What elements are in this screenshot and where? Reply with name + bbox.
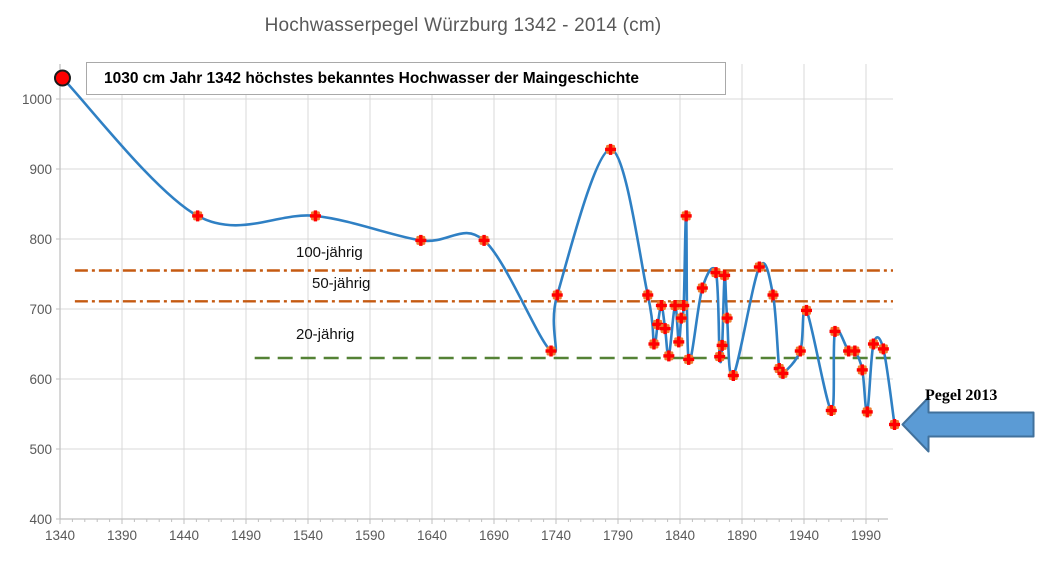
data-line: [61, 76, 896, 426]
data-point-marker-cross: [555, 289, 559, 301]
data-point-marker-cross: [549, 345, 553, 357]
data-point-marker-cross: [682, 300, 686, 311]
y-tick-label: 1000: [22, 92, 52, 107]
data-point-marker-cross: [781, 367, 785, 379]
label-100-jaehrig: 100-jährig: [296, 244, 363, 261]
x-tick-label: 1890: [727, 528, 757, 543]
data-point-marker-cross: [195, 210, 200, 222]
data-point-marker-cross: [881, 343, 886, 355]
data-point-marker-cross: [833, 325, 837, 337]
data-point-marker-cross: [846, 345, 851, 357]
data-point-marker-cross: [673, 300, 677, 311]
data-point-marker-cross: [659, 300, 664, 311]
x-tick-label: 1940: [789, 528, 819, 543]
pegel-2013-label: Pegel 2013: [925, 387, 998, 404]
x-tick-label: 1540: [293, 528, 323, 543]
data-point-marker-cross: [777, 363, 781, 374]
data-point-marker-cross: [798, 345, 802, 357]
pegel-2013-arrow: [901, 396, 1035, 453]
y-tick-label: 600: [29, 372, 52, 387]
data-point-marker-cross: [722, 269, 727, 281]
data-point-marker-cross: [608, 143, 613, 155]
x-tick-label: 1840: [665, 528, 695, 543]
data-point-marker-cross: [871, 338, 876, 350]
data-point-marker-cross: [684, 210, 688, 222]
data-point-marker-cross: [771, 289, 775, 301]
x-tick-label: 1390: [107, 528, 137, 543]
x-tick-label: 1590: [355, 528, 385, 543]
data-point-marker-cross: [731, 370, 736, 381]
data-point-marker-cross: [757, 261, 762, 273]
data-point-marker-cross: [892, 419, 897, 430]
data-point-marker-cross: [482, 234, 486, 246]
y-tick-label: 700: [29, 302, 52, 317]
data-point-marker-cross: [679, 312, 683, 324]
chart-title: Hochwasserpegel Würzburg 1342 - 2014 (cm…: [264, 15, 662, 36]
data-point-marker-cross: [677, 336, 681, 348]
x-tick-label: 1440: [169, 528, 199, 543]
y-tick-label: 800: [29, 232, 52, 247]
data-point-marker-cross: [714, 267, 718, 279]
x-tick-label: 1490: [231, 528, 261, 543]
data-point-marker-cross: [725, 312, 729, 324]
x-tick-label: 1740: [541, 528, 571, 543]
y-tick-label: 900: [29, 162, 52, 177]
x-tick-label: 1640: [417, 528, 447, 543]
data-point-marker-cross: [652, 338, 656, 350]
data-point-marker-cross: [655, 318, 660, 330]
data-point-marker-cross: [853, 345, 857, 357]
label-50-jaehrig: 50-jährig: [312, 275, 371, 292]
data-point-marker-cross: [313, 210, 318, 222]
data-point-marker-cross: [865, 406, 869, 418]
data-point-marker-cross: [686, 353, 691, 365]
data-point-marker-cross: [829, 405, 833, 416]
y-tick-label: 400: [29, 512, 52, 527]
data-point-marker-cross: [700, 282, 705, 294]
x-tick-label: 1990: [851, 528, 881, 543]
data-point-marker-cross: [804, 304, 809, 316]
data-point-marker-cross: [860, 364, 864, 376]
data-point-marker-cross: [663, 323, 667, 335]
x-tick-label: 1340: [45, 528, 75, 543]
label-20-jaehrig: 20-jährig: [296, 326, 355, 343]
data-point-marker-cross: [667, 350, 671, 362]
x-tick-label: 1790: [603, 528, 633, 543]
data-point-marker-cross: [717, 351, 722, 363]
annotation-box: 1030 cm Jahr 1342 höchstes bekanntes Hoc…: [86, 62, 726, 95]
data-point-marker-cross: [646, 289, 650, 301]
data-point-marker-cross: [720, 339, 724, 351]
y-tick-label: 500: [29, 442, 52, 457]
data-point-marker-cross: [419, 234, 423, 246]
first-point-marker: [53, 69, 71, 87]
x-tick-label: 1690: [479, 528, 509, 543]
